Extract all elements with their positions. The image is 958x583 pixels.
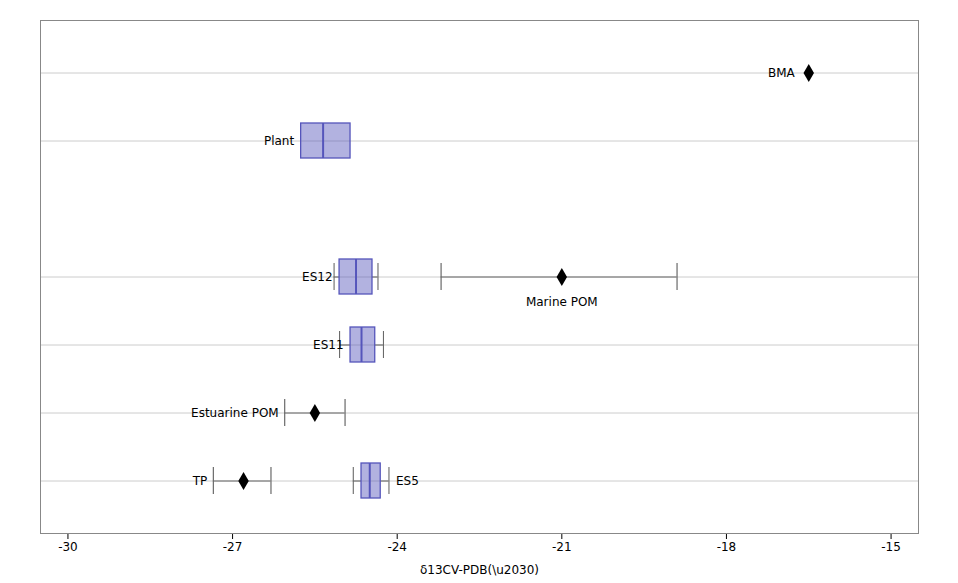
svg-text:-18: -18 [717, 540, 737, 554]
svg-text:-24: -24 [387, 540, 407, 554]
svg-text:ES11: ES11 [313, 338, 343, 352]
svg-text:Plant: Plant [264, 134, 295, 148]
svg-text:Marine POM: Marine POM [526, 295, 598, 309]
svg-text:-21: -21 [552, 540, 572, 554]
svg-text:-15: -15 [881, 540, 901, 554]
svg-text:TP: TP [192, 474, 208, 488]
svg-text:ES12: ES12 [302, 270, 332, 284]
svg-text:BMA: BMA [768, 66, 796, 80]
svg-text:ES5: ES5 [396, 474, 419, 488]
svg-text:-27: -27 [223, 540, 243, 554]
svg-text:-30: -30 [58, 540, 78, 554]
svg-text:δ13CV-PDB(\u2030): δ13CV-PDB(\u2030) [420, 563, 539, 577]
svg-text:Estuarine POM: Estuarine POM [191, 406, 279, 420]
